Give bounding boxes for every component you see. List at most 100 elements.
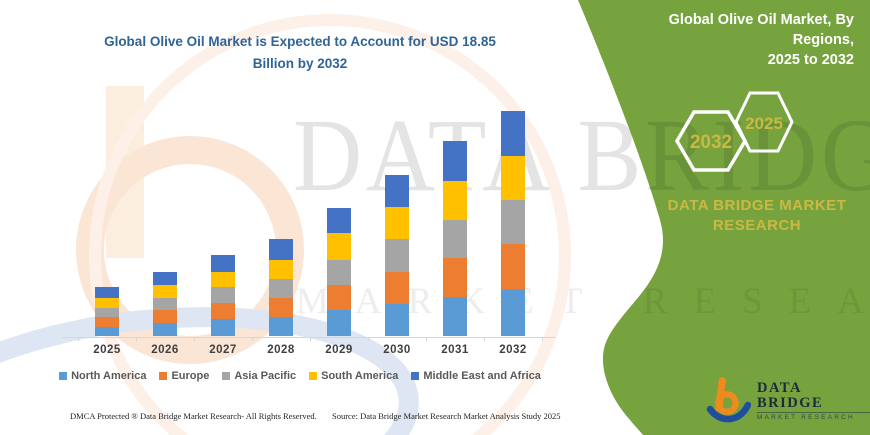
bar-segment: [443, 141, 467, 181]
legend-swatch: [411, 372, 420, 380]
bar-slot: [78, 95, 136, 337]
x-axis-label: 2031: [441, 344, 469, 356]
stacked-bar-2028: [269, 239, 293, 336]
x-axis-tick: [78, 338, 79, 341]
bar-segment: [153, 309, 177, 323]
bar-segment: [443, 180, 467, 221]
bar-segment: [501, 244, 525, 290]
banner-title-line1: Global Olive Oil Market, By Regions,: [668, 12, 854, 48]
chart-title-line1: Global Olive Oil Market is Expected to A…: [104, 34, 496, 49]
hexagon-2025-label: 2025: [745, 114, 783, 133]
bar-segment: [269, 278, 293, 298]
legend-label: North America: [71, 370, 147, 382]
x-axis-tick: [542, 338, 543, 341]
stacked-bar-2029: [327, 208, 351, 336]
stacked-bar-2032: [501, 110, 525, 336]
bar-segment: [95, 317, 119, 327]
brand-line1: DATA BRIDGE MARKET: [667, 197, 847, 214]
bar-segment: [153, 284, 177, 298]
bar-segment: [95, 298, 119, 308]
bar-segment: [153, 322, 177, 336]
stacked-bar-2026: [153, 271, 177, 336]
bar-segment: [269, 297, 293, 317]
legend-item: Europe: [159, 370, 209, 382]
logo-subtext: MARKET RESEARCH: [757, 411, 870, 422]
x-axis-label: 2028: [267, 344, 295, 356]
legend-label: South America: [321, 370, 399, 382]
bar-segment: [327, 233, 351, 260]
bar-segment: [501, 110, 525, 156]
bar-segment: [501, 289, 525, 336]
legend-label: Europe: [171, 370, 210, 382]
bar-segment: [211, 302, 235, 320]
bar-segment: [385, 271, 409, 304]
bar-slot: [194, 95, 252, 337]
data-bridge-logo-icon: [706, 377, 752, 423]
x-axis-label: 2026: [151, 344, 179, 356]
chart-title: Global Olive Oil Market is Expected to A…: [36, 31, 564, 75]
logo-b-bowl: [715, 391, 739, 415]
bar-segment: [443, 220, 467, 259]
source-note: Source: Data Bridge Market Research Mark…: [332, 411, 561, 421]
hexagon-2025-outline: [734, 91, 794, 153]
bar-segment: [269, 259, 293, 279]
bar-segment: [95, 287, 119, 298]
stacked-bar-2031: [443, 141, 467, 336]
bar-slot: [484, 95, 542, 337]
bar-segment: [327, 208, 351, 234]
hexagon-2032-label: 2032: [690, 132, 732, 153]
x-axis-tick: [368, 338, 369, 341]
logo-name: DATA BRIDGE: [757, 379, 824, 411]
bar-segment: [269, 316, 293, 336]
bar-segment: [385, 239, 409, 272]
legend-item: North America: [59, 370, 146, 382]
x-axis-label: 2027: [209, 344, 237, 356]
bar-segment: [327, 284, 351, 310]
x-axis-tick: [194, 338, 195, 341]
bar-segment: [385, 175, 409, 208]
bar-segment: [443, 258, 467, 297]
bar-slot: [368, 95, 426, 337]
bar-slot: [426, 95, 484, 337]
bar-slot: [252, 95, 310, 337]
bar-segment: [385, 207, 409, 240]
chart-title-line2: Billion by 2032: [252, 56, 348, 71]
x-axis-label: 2025: [93, 344, 121, 356]
x-axis-tick: [484, 338, 485, 341]
banner-title: Global Olive Oil Market, By Regions, 202…: [604, 10, 854, 70]
bar-segment: [95, 326, 119, 336]
x-axis-label: 2032: [499, 344, 527, 356]
stacked-bar-2025: [95, 287, 119, 336]
bar-segment: [211, 254, 235, 272]
bar-segment: [269, 239, 293, 260]
bar-segment: [327, 309, 351, 336]
bar-segment: [501, 155, 525, 200]
bar-slot: [310, 95, 368, 337]
x-axis-tick: [310, 338, 311, 341]
stacked-bar-2027: [211, 254, 235, 336]
x-axis-labels: 2025 2026 2027 2028 2029 2030 2031 2032: [78, 344, 542, 356]
plot-area: [78, 95, 542, 337]
x-axis-label: 2030: [383, 344, 411, 356]
bar-segment: [211, 287, 235, 303]
bar-segment: [153, 297, 177, 310]
bar-segment: [501, 199, 525, 245]
bar-segment: [211, 319, 235, 336]
bar-segment: [385, 303, 409, 336]
hexagon-2032-outline: [674, 110, 748, 172]
legend-swatch: [159, 372, 168, 380]
bar-segment: [95, 307, 119, 317]
bar-segment: [327, 259, 351, 285]
logo-text: DATA BRIDGE MARKET RESEARCH: [757, 379, 870, 422]
dmca-notice: DMCA Protected ® Data Bridge Market Rese…: [70, 411, 317, 421]
green-banner-shape: [578, 0, 870, 435]
brand-line2: RESEARCH: [712, 217, 802, 234]
legend-item: Middle East and Africa: [411, 370, 541, 382]
stacked-bar-2030: [385, 175, 409, 336]
company-logo: DATA BRIDGE MARKET RESEARCH: [706, 377, 870, 425]
x-axis-tick: [426, 338, 427, 341]
x-axis-tick: [252, 338, 253, 341]
x-axis-tick: [136, 338, 137, 341]
